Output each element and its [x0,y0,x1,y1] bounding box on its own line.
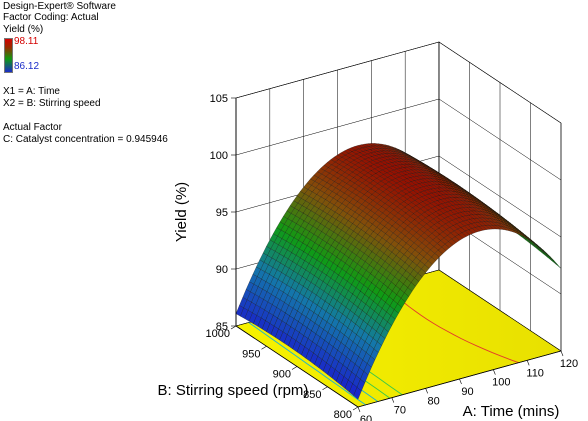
response-surface [235,143,562,400]
z-tick-label: 105 [210,93,228,105]
z-axis-title: Yield (%) [173,182,190,242]
x-tick-mark [560,350,564,357]
x-tick-mark [459,378,462,385]
factor-coding: Factor Coding: Actual [3,12,99,23]
x-tick-label: 100 [492,377,510,389]
x-tick-mark [357,406,361,413]
y-tick-label: 800 [334,409,352,421]
y-axis-title: B: Stirring speed (rpm) [158,382,309,399]
x-tick-label: 60 [360,414,372,421]
x-tick-label: 90 [461,386,473,398]
z-tick-label: 95 [216,207,228,219]
y-tick-mark [352,406,359,411]
y-tick-mark [291,366,298,370]
actual-factor-heading: Actual Factor [3,122,62,133]
x-axis-title: A: Time (mins) [463,403,560,420]
floor-contour [248,322,366,406]
axes-frame [230,97,564,413]
legend-min-value: 86.12 [14,61,40,72]
y-tick-mark [322,386,328,391]
surface-facet [353,387,362,400]
tick-labels: 85 90 95 100 105 60 70 80 90 100 110 120 800 850 900 95… [206,93,579,421]
y-tick-label: 950 [242,348,260,360]
x-tick-mark [425,388,428,394]
z-tick-label: 100 [210,150,228,162]
color-legend-bar [4,38,13,73]
legend-max-value: 98.11 [14,36,39,47]
x-tick-label: 110 [526,367,544,379]
response-label: Yield (%) [3,24,44,35]
y-tick-mark [230,325,237,330]
x-tick-label: 80 [428,395,440,407]
y-tick-label: 1000 [206,328,230,340]
actual-factor-value: C: Catalyst concentration = 0.945946 [3,134,168,145]
x-tick-label: 120 [560,358,578,370]
y-tick-label: 900 [273,369,291,381]
software-title: Design-Expert® Software [3,1,116,12]
x-tick-mark [526,360,530,366]
z-tick-label: 90 [216,264,228,276]
y-tick-label: 850 [303,389,321,401]
x-tick-mark [391,397,395,403]
z-tick-label: 85 [216,321,228,333]
x-tick-mark [493,369,496,375]
factor-x1: X1 = A: Time [3,86,60,97]
x-tick-label: 70 [394,405,406,417]
y-tick-mark [261,345,267,350]
factor-x2: X2 = B: Stirring speed [3,98,101,109]
